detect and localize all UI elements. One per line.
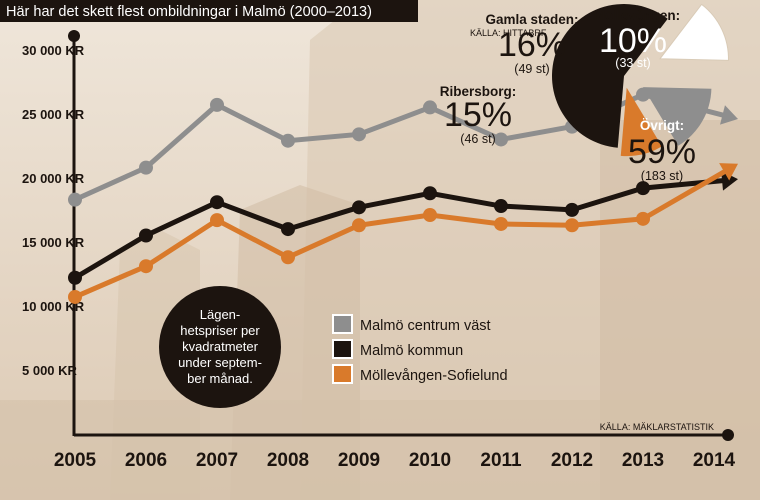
series-point	[68, 270, 82, 285]
series-point	[423, 100, 437, 115]
annotation-line: ber månad.	[187, 371, 253, 386]
series-point	[139, 259, 153, 274]
series-point	[281, 250, 295, 265]
series-point	[494, 199, 508, 214]
series-point	[494, 216, 508, 231]
pie-slice	[552, 3, 668, 148]
pie-label-ovrigt: Övrigt:	[640, 118, 684, 133]
x-tick-label: 2009	[338, 450, 380, 471]
series-point	[352, 200, 366, 215]
pie-source: KÄLLA: HITTABRF	[470, 28, 547, 38]
series-point	[423, 208, 437, 223]
pie-chart	[552, 3, 729, 157]
series-point	[281, 222, 295, 237]
series-point	[210, 97, 224, 112]
pie-slice	[643, 87, 712, 146]
series-point	[636, 181, 650, 196]
x-tick-label: 2013	[622, 450, 664, 471]
series-point	[68, 289, 82, 304]
annotation-line: hetspriser per	[180, 323, 260, 338]
legend-swatch-centrum	[332, 314, 353, 334]
x-tick-label: 2006	[125, 450, 167, 471]
series-point	[636, 211, 650, 226]
series-point	[494, 132, 508, 147]
annotation-circle	[159, 286, 281, 408]
x-tick-label: 2008	[267, 450, 309, 471]
pie-count-gamla: (49 st)	[514, 62, 549, 76]
pie-pct-gamla: 16%	[498, 26, 566, 64]
legend-label-mollevangen: Möllevången-Sofielund	[360, 368, 508, 384]
y-tick-label: 30 000 KR	[22, 43, 85, 58]
series-point	[565, 218, 579, 233]
pie-slice	[620, 87, 662, 157]
pie-label-ribersborg: Ribersborg:	[440, 84, 517, 99]
series-point	[139, 228, 153, 243]
legend-swatch-kommun	[332, 339, 353, 359]
pie-count-mollevangen: (33 st)	[615, 56, 650, 70]
pie-label-mollevangen: Möllevången:	[594, 8, 680, 23]
pie-pct-ribersborg: 15%	[444, 96, 512, 134]
x-tick-label: 2007	[196, 450, 238, 471]
line-source: KÄLLA: MÄKLARSTATISTIK	[600, 422, 714, 432]
y-tick-label: 25 000 KR	[22, 107, 85, 122]
title-bar	[0, 0, 418, 22]
series-arrow	[720, 105, 738, 125]
legend-label-centrum: Malmö centrum väst	[360, 318, 491, 334]
x-tick-label: 2014	[693, 450, 736, 471]
pie-count-ribersborg: (46 st)	[460, 132, 495, 146]
pie-count-ovrigt: (183 st)	[641, 169, 683, 183]
annotation-line: under septem-	[178, 355, 262, 370]
series-point	[210, 195, 224, 210]
legend-swatch-mollevangen	[332, 364, 353, 384]
series-point	[565, 202, 579, 217]
x-tick-label: 2012	[551, 450, 593, 471]
pie-pct-ovrigt: 59%	[628, 133, 696, 171]
pie-pct-mollevangen: 10%	[599, 22, 667, 60]
series-line	[73, 177, 728, 280]
legend-label-kommun: Malmö kommun	[360, 343, 463, 359]
x-tick-label: 2005	[54, 450, 97, 471]
y-tick-label: 10 000 KR	[22, 299, 85, 314]
series-point	[352, 127, 366, 142]
series-point	[210, 213, 224, 228]
series-line	[74, 167, 730, 300]
y-tick-label: 5 000 KR	[22, 363, 78, 378]
series-point	[139, 160, 153, 175]
series-point	[423, 186, 437, 201]
chart-title: Här har det skett flest ombildningar i M…	[6, 4, 372, 20]
pie-label-gamla: Gamla staden:	[485, 12, 578, 27]
series-point	[68, 192, 82, 207]
series-point	[352, 218, 366, 233]
series-arrow	[719, 163, 738, 181]
x-tick-label: 2010	[409, 450, 451, 471]
y-tick-label: 20 000 KR	[22, 171, 85, 186]
annotation-line: kvadratmeter	[182, 339, 259, 354]
annotation-line: Lägen-	[200, 307, 240, 322]
y-tick-label: 15 000 KR	[22, 235, 85, 250]
series-arrow	[721, 170, 738, 191]
pie-slice	[659, 3, 729, 61]
x-axis-end-dot	[722, 429, 734, 441]
series-point	[281, 133, 295, 148]
y-axis-end-dot	[68, 30, 80, 42]
x-tick-label: 2011	[480, 450, 522, 471]
